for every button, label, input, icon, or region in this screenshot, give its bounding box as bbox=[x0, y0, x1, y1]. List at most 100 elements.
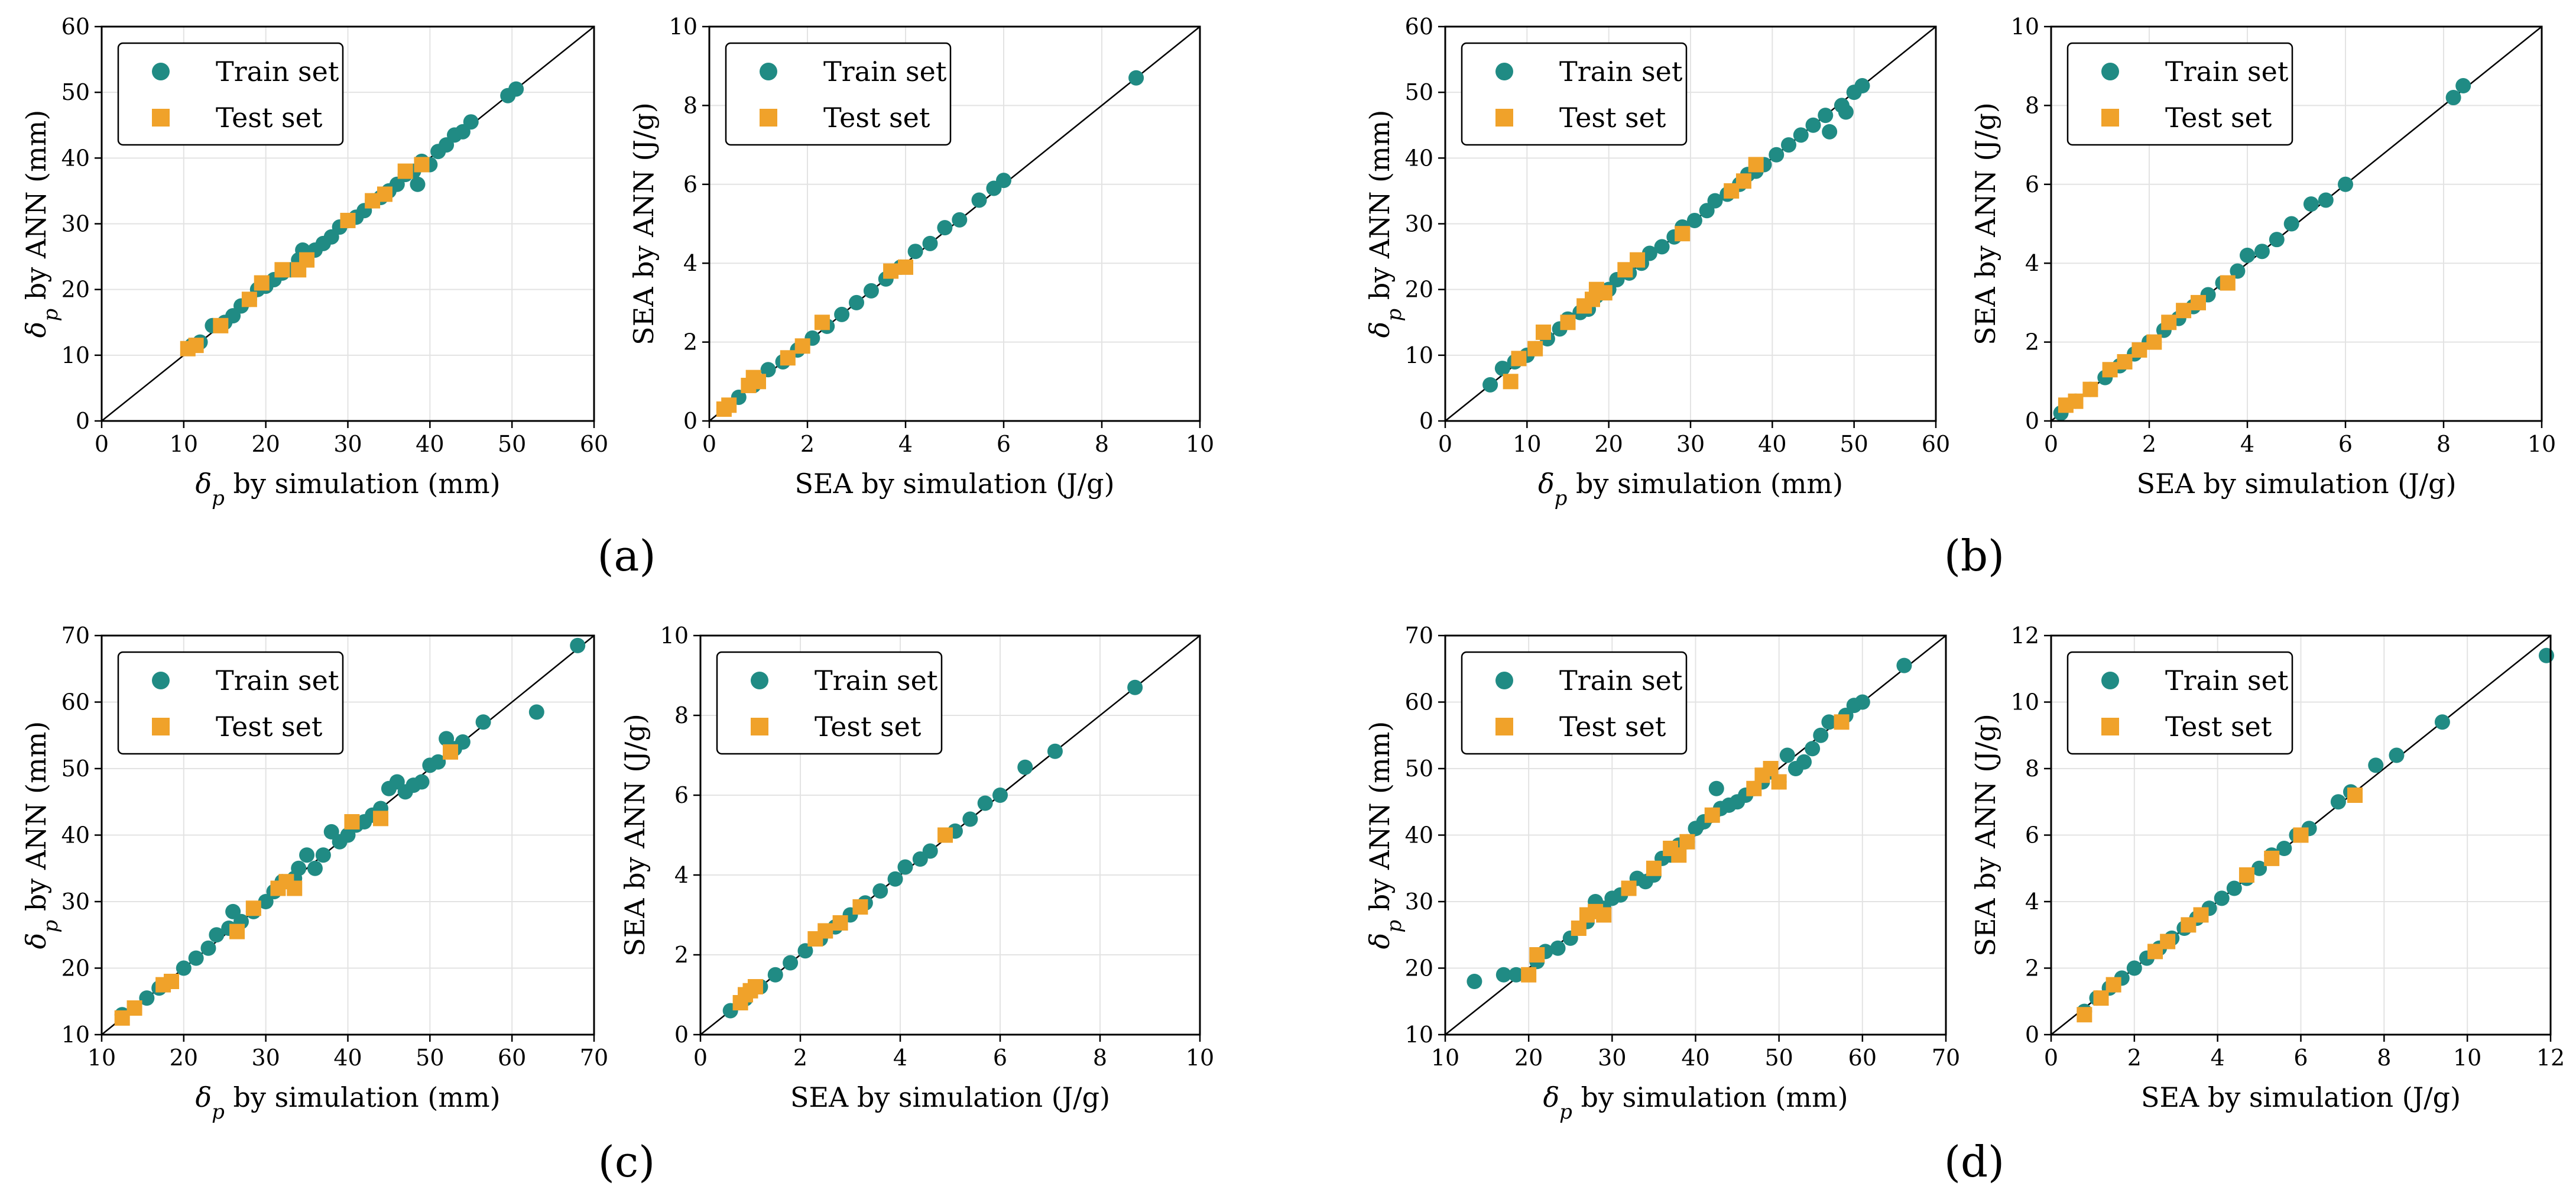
train-point bbox=[299, 847, 315, 863]
y-tick-label: 0 bbox=[2025, 408, 2039, 434]
chart-d-delta: 10 20 30 40 50 60 70 10 20 30 40 50 60 70 δp by simula… bbox=[1364, 623, 1960, 1124]
train-point bbox=[2434, 714, 2450, 730]
train-point bbox=[139, 990, 155, 1006]
train-point bbox=[2214, 890, 2230, 906]
y-tick-label: 70 bbox=[1405, 623, 1433, 649]
x-tick-label: 12 bbox=[2536, 1045, 2565, 1071]
y-axis-label: SEA by ANN (J/g) bbox=[628, 102, 660, 345]
y-tick-label: 30 bbox=[61, 211, 90, 237]
test-point bbox=[213, 317, 229, 333]
y-tick-label: 20 bbox=[1405, 277, 1433, 303]
x-tick-label: 4 bbox=[2240, 431, 2254, 457]
y-tick-label: 60 bbox=[61, 689, 90, 715]
y-tick-label: 6 bbox=[683, 171, 697, 197]
test-point bbox=[1621, 880, 1637, 896]
x-axis-label: δp by simulation (mm) bbox=[1543, 1081, 1848, 1124]
axes-frame bbox=[708, 25, 1201, 422]
test-point bbox=[937, 827, 953, 843]
y-tick-label: 2 bbox=[674, 942, 689, 968]
train-point bbox=[291, 860, 307, 876]
x-tick-label: 20 bbox=[170, 1045, 198, 1071]
train-point bbox=[1686, 212, 1702, 228]
x-tick-label: 8 bbox=[2437, 431, 2451, 457]
x-tick-label: 60 bbox=[498, 1045, 526, 1071]
chart-c-sea: 0 2 4 6 8 10 0 2 4 6 8 10 SEA by simulation (J/g) SEA… bbox=[619, 623, 1214, 1113]
train-point bbox=[952, 212, 968, 228]
y-tick-label: 8 bbox=[674, 702, 689, 728]
train-point bbox=[992, 788, 1008, 803]
test-point bbox=[1571, 921, 1587, 936]
y-tick-label: 6 bbox=[674, 782, 689, 808]
x-tick-label: 10 bbox=[2453, 1045, 2481, 1071]
test-point bbox=[1748, 157, 1764, 173]
train-point bbox=[176, 960, 192, 976]
x-tick-label: 10 bbox=[170, 431, 198, 457]
test-point bbox=[1746, 780, 1762, 796]
test-point bbox=[1679, 834, 1695, 850]
test-point bbox=[2160, 934, 2176, 950]
legend-test-marker bbox=[1495, 718, 1513, 735]
x-tick-label: 20 bbox=[1514, 1045, 1543, 1071]
test-point bbox=[229, 923, 245, 939]
test-point bbox=[340, 212, 356, 228]
y-tick-label: 10 bbox=[660, 623, 689, 649]
chart-b-sea: 0 2 4 6 8 10 0 2 4 6 8 10 SEA by simulation (J/g) SEA… bbox=[1970, 14, 2556, 500]
test-point bbox=[126, 1000, 142, 1016]
test-point bbox=[1675, 226, 1691, 242]
train-point bbox=[188, 950, 204, 966]
chart-d-sea: 0 2 4 6 8 10 12 0 2 4 6 8 10 12 SEA by simulation (J/g… bbox=[1970, 623, 2565, 1113]
y-tick-label: 2 bbox=[2025, 329, 2039, 355]
train-point bbox=[2126, 960, 2142, 976]
test-point bbox=[299, 252, 315, 268]
y-tick-label: 12 bbox=[2011, 623, 2039, 649]
x-tick-label: 10 bbox=[2528, 431, 2556, 457]
test-point bbox=[814, 315, 830, 330]
legend-test-label: Test set bbox=[815, 711, 922, 743]
legend-test-label: Test set bbox=[216, 102, 323, 134]
legend: Train set Test set bbox=[117, 42, 344, 146]
y-tick-label: 2 bbox=[2025, 955, 2039, 981]
test-point bbox=[751, 374, 766, 390]
train-point bbox=[971, 192, 987, 208]
test-point bbox=[1560, 315, 1576, 330]
test-point bbox=[2347, 788, 2363, 803]
test-point bbox=[1630, 252, 1646, 268]
x-tick-label: 8 bbox=[2377, 1045, 2391, 1071]
panel-label-d: (d) bbox=[1944, 1137, 2004, 1187]
legend-test-label: Test set bbox=[2165, 102, 2272, 134]
test-point bbox=[2146, 334, 2162, 350]
y-tick-label: 8 bbox=[2025, 756, 2039, 782]
test-point bbox=[164, 974, 180, 989]
train-point bbox=[1128, 70, 1144, 86]
panel-labels-layer: (a) (b) (c) (d) bbox=[597, 531, 2004, 1187]
train-point bbox=[887, 871, 903, 887]
train-point bbox=[1467, 974, 1482, 989]
train-point bbox=[922, 843, 938, 859]
train-point bbox=[2303, 196, 2319, 212]
y-tick-label: 0 bbox=[683, 408, 697, 434]
legend-test-label: Test set bbox=[1559, 102, 1666, 134]
train-point bbox=[1017, 759, 1033, 775]
y-tick-label: 4 bbox=[683, 250, 697, 276]
train-point bbox=[209, 927, 225, 943]
train-point bbox=[863, 283, 879, 299]
legend-train-marker bbox=[152, 63, 170, 80]
y-axis-label: δp by ANN (mm) bbox=[20, 721, 63, 950]
train-point bbox=[1482, 377, 1498, 393]
y-tick-label: 20 bbox=[61, 955, 90, 981]
x-tick-label: 0 bbox=[2044, 431, 2058, 457]
test-point bbox=[2105, 977, 2121, 993]
x-tick-label: 0 bbox=[1438, 431, 1452, 457]
legend-box bbox=[2066, 651, 2293, 755]
y-tick-label: 50 bbox=[1405, 756, 1433, 782]
x-tick-label: 10 bbox=[87, 1045, 116, 1071]
train-point bbox=[2276, 841, 2292, 856]
x-tick-label: 60 bbox=[580, 431, 608, 457]
test-point bbox=[852, 899, 868, 915]
legend-box bbox=[117, 42, 344, 146]
test-point bbox=[2193, 907, 2209, 923]
train-point bbox=[1822, 124, 1838, 140]
test-point bbox=[414, 157, 430, 173]
test-point bbox=[780, 350, 796, 366]
legend: Train set Test set bbox=[2066, 42, 2293, 146]
